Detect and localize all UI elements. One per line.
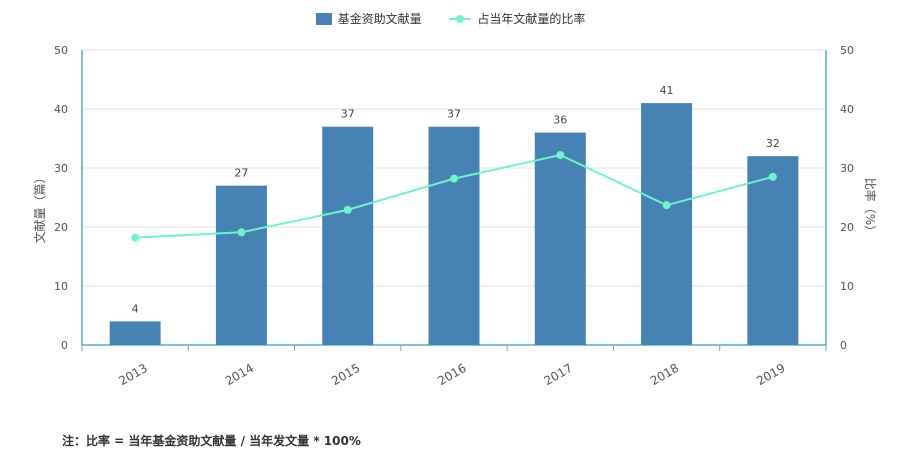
bar-value-label: 32 <box>766 137 780 150</box>
legend-item-bar-series[interactable]: 基金资助文献量 <box>315 10 422 27</box>
bar <box>322 126 374 345</box>
ratio-point <box>343 205 352 214</box>
left-axis-title: 文献量（篇） <box>32 171 47 243</box>
legend-line-swatch <box>449 13 472 25</box>
legend-bar-swatch <box>315 12 332 25</box>
bar <box>641 103 693 345</box>
legend-line-label: 占当年文献量的比率 <box>477 12 586 26</box>
ratio-point <box>131 233 140 242</box>
bar-value-label: 36 <box>553 114 567 127</box>
left-tick-label: 0 <box>61 339 68 352</box>
right-tick-label: 30 <box>840 162 854 175</box>
right-axis-title: 比率（%） <box>863 178 878 237</box>
ratio-point <box>768 172 777 181</box>
left-tick-label: 30 <box>54 162 68 175</box>
x-category-label: 2017 <box>542 361 575 388</box>
left-tick-label: 50 <box>54 44 68 57</box>
bar-value-label: 41 <box>660 84 674 97</box>
right-tick-label: 10 <box>840 280 854 293</box>
left-tick-label: 40 <box>54 103 68 116</box>
right-tick-label: 20 <box>840 221 854 234</box>
chart-legend: 基金资助文献量 占当年文献量的比率 <box>0 10 901 28</box>
bar-value-label: 37 <box>341 108 355 121</box>
x-category-label: 2018 <box>648 361 681 388</box>
bar <box>428 126 480 345</box>
bar <box>534 132 586 345</box>
right-tick-label: 40 <box>840 103 854 116</box>
left-tick-label: 20 <box>54 221 68 234</box>
bar-value-label: 37 <box>447 108 461 121</box>
ratio-point <box>237 228 246 237</box>
x-category-label: 2019 <box>754 361 787 388</box>
x-category-label: 2014 <box>223 361 256 388</box>
x-category-label: 2015 <box>329 361 362 388</box>
ratio-point <box>662 201 671 210</box>
x-category-label: 2016 <box>435 361 468 388</box>
bar <box>109 321 161 345</box>
bar-value-label: 27 <box>234 167 248 180</box>
x-category-label: 2013 <box>116 361 149 388</box>
legend-bar-label: 基金资助文献量 <box>337 12 422 26</box>
right-tick-label: 50 <box>840 44 854 57</box>
left-tick-label: 10 <box>54 280 68 293</box>
bar <box>215 185 267 345</box>
legend-item-line-series[interactable]: 占当年文献量的比率 <box>449 10 585 27</box>
right-tick-label: 0 <box>840 339 847 352</box>
bar <box>747 156 799 345</box>
ratio-point <box>556 151 565 160</box>
ratio-point <box>450 174 458 183</box>
chart-footnote: 注：比率 = 当年基金资助文献量 / 当年发文量 * 100% <box>62 434 361 448</box>
bar-value-label: 4 <box>132 302 139 315</box>
